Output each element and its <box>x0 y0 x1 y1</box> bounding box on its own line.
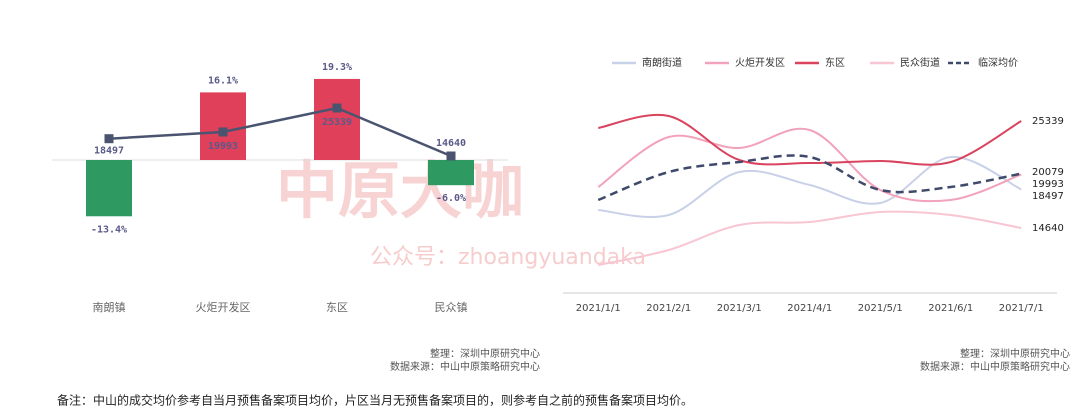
price-label: 18497 <box>94 146 124 157</box>
bar-label: -6.0% <box>436 193 466 204</box>
end-label: 14640 <box>1032 223 1064 234</box>
end-label: 20079 <box>1032 167 1064 178</box>
category-label: 东区 <box>326 301 348 314</box>
price-label: 25339 <box>322 117 352 128</box>
price-point <box>332 103 342 113</box>
bar-label: -13.4% <box>91 224 127 235</box>
note: 数据来源：中山中原策略研究中心 <box>920 360 1070 373</box>
bar-label: 19.3% <box>322 62 352 73</box>
footnote: 备注：中山的成交均价参考自当月预售备案项目均价，片区当月无预售备案项目的，则参考… <box>57 393 693 408</box>
bar <box>200 92 246 160</box>
x-tick-label: 2021/6/1 <box>928 303 973 314</box>
price-label: 14640 <box>436 138 466 149</box>
end-label: 25339 <box>1032 116 1064 127</box>
series-line <box>597 127 1022 203</box>
x-tick-label: 2021/2/1 <box>646 303 691 314</box>
series-line <box>598 113 1022 166</box>
price-line <box>108 106 452 158</box>
category-label: 民众镇 <box>435 300 468 314</box>
series-line <box>597 154 1022 202</box>
x-tick-label: 2021/4/1 <box>787 303 832 314</box>
x-tick-label: 2021/5/1 <box>858 303 903 314</box>
end-label: 19993 <box>1032 179 1064 190</box>
note: 整理：深圳中原研究中心 <box>960 347 1070 360</box>
watermark-subtitle: 公众号：zhoangyuandaka <box>370 245 646 270</box>
x-tick-label: 2021/1/1 <box>576 303 621 314</box>
legend-label: 火炬开发区 <box>735 56 785 69</box>
legend-label: 南朗街道 <box>642 56 682 69</box>
series-line <box>598 155 1022 219</box>
category-label: 南朗镇 <box>93 300 126 314</box>
note: 数据来源：中山中原策略研究中心 <box>390 360 540 373</box>
price-point <box>446 151 456 161</box>
note: 整理：深圳中原研究中心 <box>430 347 540 360</box>
x-tick-label: 2021/7/1 <box>999 303 1044 314</box>
price-point <box>218 127 228 137</box>
x-tick-label: 2021/3/1 <box>717 303 762 314</box>
category-label: 火炬开发区 <box>196 300 251 314</box>
bar <box>86 160 132 217</box>
price-label: 19993 <box>208 141 238 152</box>
legend-label: 民众街道 <box>900 56 940 69</box>
price-point <box>104 134 114 144</box>
legend-label: 东区 <box>825 56 845 69</box>
end-label: 18497 <box>1032 191 1064 202</box>
series-line <box>598 210 1022 266</box>
bar-label: 16.1% <box>208 75 238 86</box>
watermark-title: 中原大咖 <box>276 154 524 227</box>
legend-label: 临深均价 <box>978 56 1018 69</box>
bar <box>314 78 360 160</box>
bar <box>428 160 474 186</box>
